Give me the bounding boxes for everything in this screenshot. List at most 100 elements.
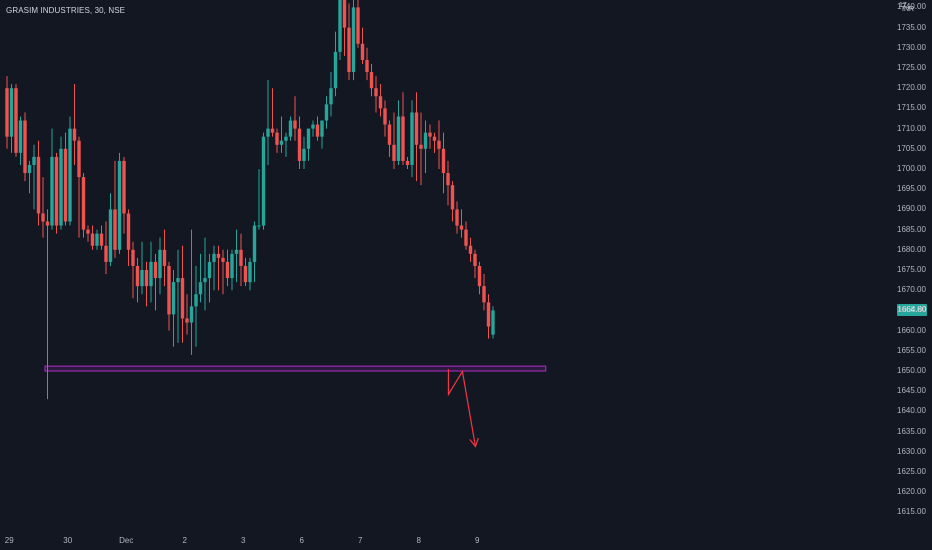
candle[interactable] <box>90 225 95 250</box>
candle[interactable] <box>194 265 198 347</box>
candle[interactable] <box>360 27 365 64</box>
candle[interactable] <box>405 156 410 169</box>
candle[interactable] <box>491 306 495 339</box>
candle[interactable] <box>180 245 185 343</box>
candle[interactable] <box>81 173 86 238</box>
candle[interactable] <box>225 249 230 287</box>
candle[interactable] <box>365 47 369 81</box>
candle[interactable] <box>59 136 63 230</box>
candle[interactable] <box>239 233 243 287</box>
candle[interactable] <box>5 76 9 149</box>
candle[interactable] <box>374 76 378 113</box>
candle[interactable] <box>108 193 113 266</box>
candle[interactable] <box>198 253 203 303</box>
candle[interactable] <box>423 120 428 174</box>
candle[interactable] <box>54 152 59 234</box>
candle[interactable] <box>338 0 342 60</box>
candle[interactable] <box>464 221 468 250</box>
candle[interactable] <box>72 84 77 165</box>
candle[interactable] <box>486 294 491 339</box>
candle[interactable] <box>383 100 387 137</box>
candle[interactable] <box>248 257 252 291</box>
candle[interactable] <box>63 132 68 226</box>
candle[interactable] <box>41 177 45 238</box>
candle[interactable] <box>257 169 261 230</box>
candle[interactable] <box>410 100 414 178</box>
candle[interactable] <box>221 249 225 295</box>
candle[interactable] <box>284 132 288 157</box>
candle[interactable] <box>189 229 194 355</box>
candle[interactable] <box>32 144 36 210</box>
candle[interactable] <box>135 257 140 303</box>
candle[interactable] <box>9 84 14 153</box>
candle[interactable] <box>207 253 212 303</box>
candle[interactable] <box>45 209 50 400</box>
candle[interactable] <box>86 225 90 242</box>
candle[interactable] <box>293 96 297 141</box>
candle[interactable] <box>387 120 392 157</box>
candle[interactable] <box>437 120 441 169</box>
candle[interactable] <box>104 221 108 275</box>
candle[interactable] <box>473 249 477 279</box>
candle[interactable] <box>158 237 162 295</box>
candle[interactable] <box>95 229 99 250</box>
candle[interactable] <box>230 249 234 291</box>
candle[interactable] <box>216 245 221 291</box>
candle[interactable] <box>167 261 171 331</box>
candle[interactable] <box>77 136 81 238</box>
candle[interactable] <box>203 237 207 311</box>
candle[interactable] <box>396 100 401 165</box>
candle[interactable] <box>401 92 405 165</box>
candle[interactable] <box>342 0 347 56</box>
candle[interactable] <box>324 96 329 129</box>
candle[interactable] <box>320 120 324 149</box>
candle[interactable] <box>482 274 486 311</box>
candle[interactable] <box>477 261 482 295</box>
projection-arrow-path[interactable] <box>447 368 477 447</box>
candle[interactable] <box>311 120 315 137</box>
candle[interactable] <box>446 160 450 206</box>
support-zone[interactable] <box>44 365 547 372</box>
candle[interactable] <box>14 84 18 157</box>
candle[interactable] <box>149 241 153 303</box>
candle[interactable] <box>140 241 144 295</box>
candle[interactable] <box>441 132 446 194</box>
candle[interactable] <box>36 140 41 226</box>
candle[interactable] <box>450 181 455 222</box>
candle[interactable] <box>99 225 104 250</box>
candle[interactable] <box>212 245 216 291</box>
candle[interactable] <box>428 124 432 149</box>
candle[interactable] <box>126 209 131 266</box>
candle[interactable] <box>23 112 27 182</box>
candle[interactable] <box>297 116 302 169</box>
candle[interactable] <box>185 294 189 335</box>
candle[interactable] <box>351 0 356 81</box>
candle[interactable] <box>68 116 72 226</box>
candle[interactable] <box>144 261 149 307</box>
candle[interactable] <box>243 257 248 287</box>
candle[interactable] <box>176 249 180 343</box>
candle[interactable] <box>266 80 270 165</box>
candle[interactable] <box>333 31 338 97</box>
candle[interactable] <box>270 88 275 137</box>
candle[interactable] <box>288 116 293 141</box>
candle[interactable] <box>252 221 257 283</box>
candle[interactable] <box>378 84 383 117</box>
candle[interactable] <box>347 3 351 81</box>
candle[interactable] <box>279 116 284 153</box>
candle[interactable] <box>455 201 459 234</box>
candle[interactable] <box>356 0 360 48</box>
candle[interactable] <box>329 72 333 117</box>
candle[interactable] <box>117 152 122 254</box>
candle[interactable] <box>306 128 311 161</box>
candle[interactable] <box>27 160 32 194</box>
candle[interactable] <box>122 156 126 234</box>
candle[interactable] <box>234 229 239 283</box>
candle[interactable] <box>18 116 23 165</box>
candle[interactable] <box>468 237 473 262</box>
candle[interactable] <box>50 128 54 230</box>
candle[interactable] <box>171 270 176 347</box>
candle[interactable] <box>153 253 158 311</box>
